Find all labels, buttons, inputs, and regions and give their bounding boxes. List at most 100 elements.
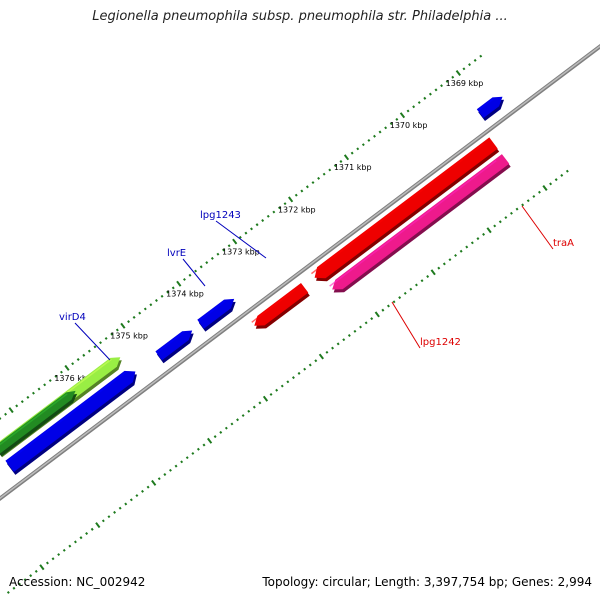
minor-tick — [269, 392, 273, 396]
minor-tick — [129, 498, 133, 502]
minor-tick — [406, 109, 410, 113]
minor-tick — [183, 277, 186, 281]
minor-tick — [191, 451, 195, 455]
inner-tick-ring — [6, 169, 569, 594]
minor-tick — [554, 178, 558, 182]
minor-tick — [286, 380, 290, 384]
minor-tick — [79, 536, 83, 540]
gene-blue-forward-right[interactable] — [476, 96, 504, 121]
gene-traA[interactable] — [311, 137, 500, 282]
major-tick — [207, 437, 213, 444]
minor-tick — [82, 353, 86, 357]
minor-tick — [236, 418, 239, 422]
gene-label-lvrE[interactable]: lvrE — [167, 248, 186, 259]
gene-group[interactable] — [0, 96, 511, 475]
minor-tick — [347, 334, 351, 337]
gene-body[interactable] — [314, 137, 498, 279]
minor-tick — [205, 261, 209, 265]
gene-blue-forward-long[interactable] — [5, 370, 137, 475]
minor-tick — [280, 384, 284, 388]
major-tick — [455, 69, 461, 77]
minor-tick — [23, 578, 27, 582]
minor-tick — [560, 173, 564, 177]
minor-tick — [322, 172, 326, 176]
minor-tick — [149, 303, 153, 307]
major-tick — [64, 364, 70, 371]
minor-tick — [392, 300, 396, 304]
minor-tick — [85, 531, 89, 536]
tick-label-1371: 1371 kbp — [334, 163, 372, 172]
gene-body[interactable] — [0, 390, 76, 454]
major-tick — [262, 395, 269, 402]
minor-tick — [278, 206, 281, 210]
gene-label-traA[interactable]: traA — [553, 238, 574, 249]
minor-tick — [60, 370, 63, 374]
minor-tick — [168, 468, 172, 472]
minor-tick — [202, 443, 206, 447]
minor-tick — [398, 296, 402, 300]
minor-tick — [160, 294, 164, 298]
minor-tick — [20, 400, 24, 404]
accession-text: Accession: NC_002942 — [9, 575, 146, 589]
gene-body[interactable] — [476, 96, 503, 118]
gene-pink-gene[interactable] — [329, 154, 511, 293]
minor-tick — [252, 405, 256, 409]
label-leader-lpg1243 — [215, 220, 267, 259]
major-tick — [95, 522, 101, 529]
minor-tick — [124, 502, 128, 506]
minor-tick — [462, 67, 466, 71]
gene-lpg1243[interactable] — [197, 298, 236, 332]
minor-tick — [261, 219, 265, 222]
minor-tick — [423, 96, 427, 100]
gene-lvrE[interactable] — [155, 330, 194, 364]
minor-tick — [146, 485, 150, 489]
minor-tick — [26, 395, 30, 399]
minor-tick — [465, 245, 469, 249]
gene-label-virD4[interactable]: virD4 — [59, 312, 86, 323]
minor-tick — [473, 58, 477, 62]
minor-tick — [314, 359, 318, 363]
major-tick — [318, 353, 324, 360]
minor-tick — [317, 176, 321, 180]
minor-tick — [538, 190, 541, 194]
minor-tick — [188, 273, 192, 277]
gene-label-lpg1242[interactable]: lpg1242 — [420, 337, 461, 348]
tick-label-1374: 1374 kbp — [166, 290, 204, 299]
minor-tick — [378, 130, 382, 134]
gene-label-lpg1243[interactable]: lpg1243 — [200, 210, 241, 221]
minor-tick — [199, 265, 203, 269]
genome-summary-text: Topology: circular; Length: 3,397,754 bp… — [262, 575, 592, 589]
minor-tick — [247, 409, 251, 413]
major-tick — [176, 280, 182, 287]
minor-tick — [272, 210, 276, 214]
minor-tick — [356, 147, 360, 151]
minor-tick — [381, 308, 385, 312]
minor-tick — [29, 574, 33, 578]
gene-body[interactable] — [254, 283, 309, 326]
minor-tick — [459, 249, 463, 253]
minor-tick — [442, 262, 446, 266]
minor-tick — [210, 256, 214, 260]
gene-highlight — [0, 393, 68, 446]
minor-tick — [361, 143, 365, 147]
gene-lpg1242[interactable] — [251, 283, 310, 329]
minor-tick — [373, 134, 376, 138]
gene-body[interactable] — [5, 370, 136, 472]
gene-highlight — [251, 288, 296, 323]
minor-tick — [219, 430, 223, 434]
gene-body[interactable] — [155, 330, 193, 361]
gene-body[interactable] — [332, 154, 510, 290]
minor-tick — [163, 473, 167, 476]
minor-tick — [342, 338, 346, 342]
gene-body[interactable] — [197, 298, 235, 329]
minor-tick — [87, 349, 91, 353]
minor-tick — [300, 189, 304, 193]
map-title: Legionella pneumophila subsp. pneumophil… — [92, 9, 508, 24]
minor-tick — [291, 376, 295, 380]
minor-tick — [367, 138, 371, 142]
minor-tick — [409, 287, 413, 291]
gene-dark-green-gene[interactable] — [0, 390, 78, 457]
minor-tick — [154, 299, 158, 302]
minor-tick — [34, 569, 38, 573]
